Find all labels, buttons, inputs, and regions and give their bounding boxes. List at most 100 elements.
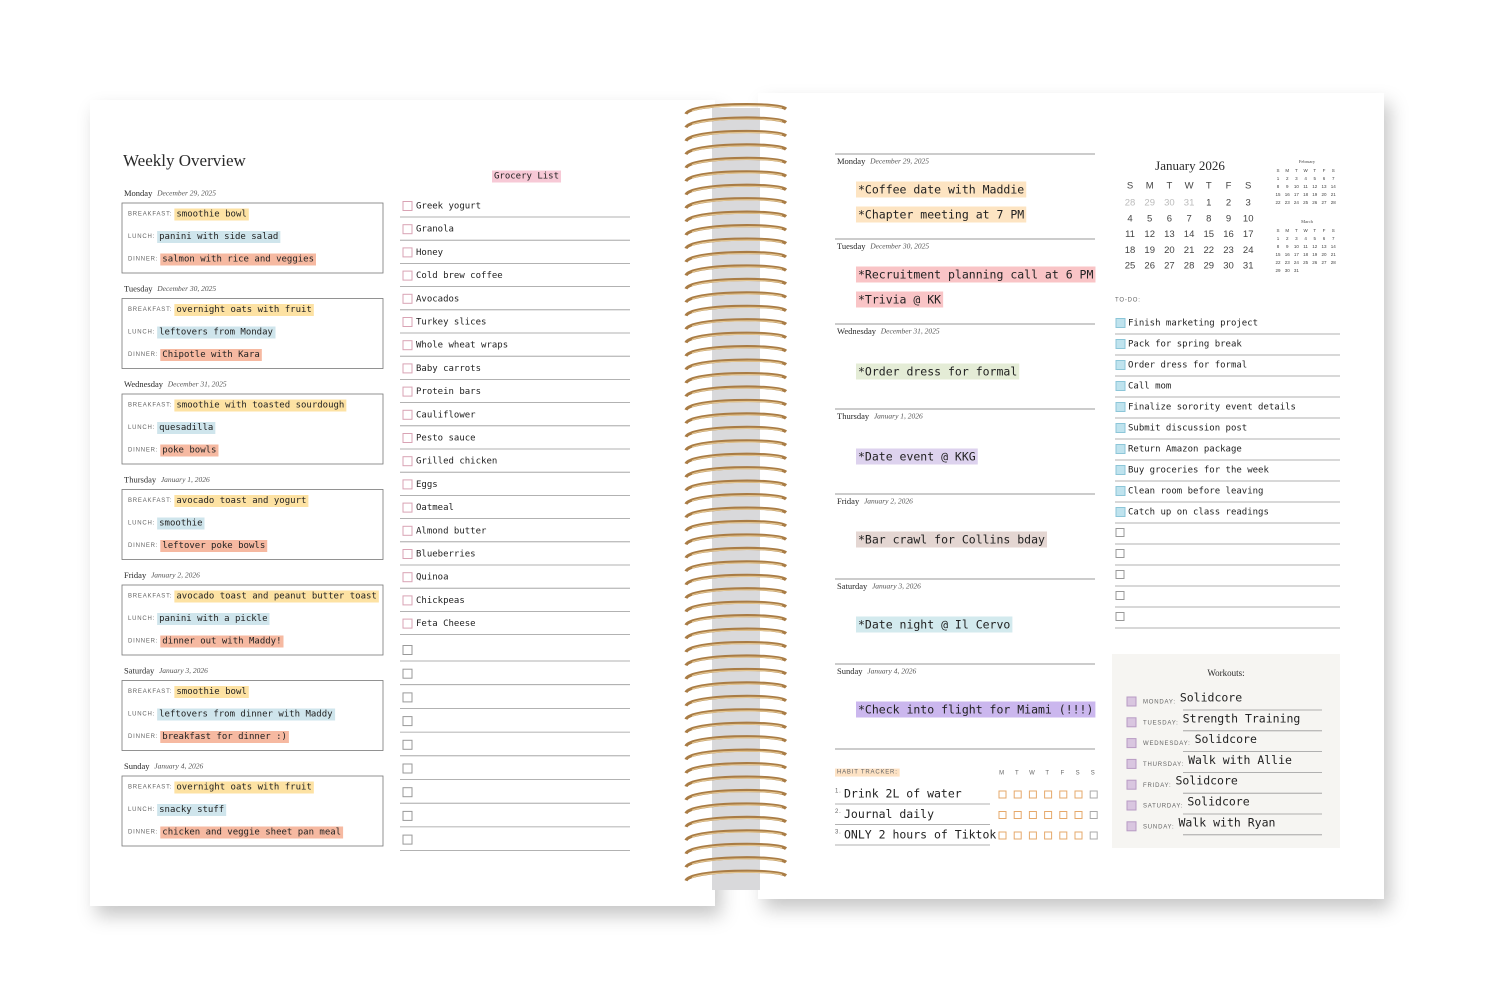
- meal-text-group: panini with side salad: [157, 231, 281, 243]
- grocery-item: Feta Cheese: [416, 619, 476, 629]
- meal-text: leftovers from dinner with Maddy: [159, 710, 333, 720]
- checkbox: [402, 502, 413, 513]
- grocery-item: Eggs: [416, 480, 438, 490]
- meal-text: quesadilla: [159, 423, 213, 433]
- meal-text: salmon with rice and veggies: [162, 255, 314, 265]
- mini-day: 22: [1275, 260, 1281, 265]
- mini-day: 5: [1314, 176, 1317, 181]
- day-name: Saturday: [124, 665, 155, 675]
- habit-title: HABIT TRACKER:: [837, 770, 898, 776]
- workout-day: SUNDAY:: [1143, 824, 1175, 830]
- day-date: January 4, 2026: [154, 762, 203, 771]
- event-text-group: *Bar crawl for Collins bday: [856, 531, 1048, 548]
- highlight: [160, 731, 289, 743]
- coil-shine: [691, 266, 783, 273]
- calendar-day: 26: [1144, 261, 1155, 272]
- meal-text: snacky stuff: [159, 805, 224, 815]
- checkbox-filled: [1126, 821, 1137, 832]
- mini-day: 1: [1277, 236, 1280, 241]
- habit-weekday: M: [999, 771, 1005, 777]
- checkbox: [402, 270, 413, 281]
- mini-day: 12: [1312, 184, 1318, 189]
- meal-text-group: dinner out with Maddy!: [160, 635, 284, 648]
- grocery-item: Pesto sauce: [416, 434, 476, 444]
- checkbox: [1013, 811, 1022, 819]
- meal-label: BREAKFAST:: [128, 212, 172, 218]
- mini-day: 27: [1321, 260, 1327, 265]
- habit-number: 1.: [835, 789, 842, 795]
- day-date: January 4, 2026: [867, 667, 916, 676]
- mini-day: 17: [1294, 192, 1300, 197]
- coil-shine: [691, 535, 783, 542]
- mini-weekday: W: [1303, 168, 1308, 173]
- day-box: [121, 489, 384, 560]
- checkbox: [1059, 811, 1068, 819]
- meal-text-group: smoothie bowl: [174, 208, 249, 221]
- checkbox: [402, 247, 413, 258]
- coil-shine: [691, 481, 783, 489]
- mini-weekday: F: [1323, 168, 1326, 173]
- coil-shine: [691, 737, 783, 744]
- meal-text-group: avocado toast and yogurt: [174, 495, 309, 507]
- mini-day: 24: [1294, 200, 1300, 205]
- coil-shine: [691, 320, 783, 327]
- checkbox-filled: [1115, 402, 1126, 412]
- workout-text: Walk with Allie: [1188, 753, 1292, 767]
- highlight: [160, 444, 219, 457]
- checkbox-filled: [1126, 779, 1137, 790]
- coil-shine: [691, 427, 783, 435]
- day-name: Wednesday: [837, 326, 877, 336]
- calendar-day: 11: [1125, 229, 1135, 240]
- meal-text: avocado toast and peanut butter toast: [176, 592, 376, 602]
- meal-label: DINNER:: [128, 543, 158, 549]
- mini-weekday: S: [1276, 228, 1279, 233]
- event-text-group: *Date event @ KKG: [856, 448, 978, 465]
- highlight: [160, 826, 344, 839]
- coil-shine: [691, 495, 783, 502]
- meal-label: LUNCH:: [128, 712, 155, 718]
- workout-day: SATURDAY:: [1143, 804, 1183, 810]
- event-text-group: *Order dress for formal: [856, 363, 1020, 380]
- workouts-title: Workouts:: [1207, 668, 1244, 678]
- grocery-item: Turkey slices: [416, 318, 486, 328]
- mini-day: 11: [1303, 244, 1308, 249]
- meal-text: panini with side salad: [159, 232, 278, 242]
- highlight: [157, 231, 281, 243]
- meal-text-group: leftovers from dinner with Maddy: [157, 708, 336, 721]
- calendar-weekday: M: [1146, 181, 1154, 192]
- mini-weekday: S: [1276, 168, 1279, 173]
- checkbox: [402, 549, 413, 559]
- mini-calendar-title: February: [1299, 159, 1316, 164]
- workout-day: WEDNESDAY:: [1143, 741, 1191, 747]
- calendar-day: 8: [1206, 213, 1211, 224]
- mini-day: 14: [1331, 184, 1337, 189]
- checkbox-filled: [1126, 738, 1137, 749]
- calendar-day: 22: [1204, 245, 1215, 256]
- coil-shine: [691, 105, 783, 112]
- checkbox: [402, 716, 413, 727]
- day-name: Monday: [124, 188, 153, 198]
- habit-weekday: S: [1091, 771, 1096, 777]
- meal-text: smoothie: [159, 519, 202, 529]
- calendar-day: 30: [1164, 198, 1175, 209]
- meal-label: BREAKFAST:: [128, 307, 172, 313]
- meal-text: leftovers from Monday: [159, 328, 273, 338]
- workout-text: Solidcore: [1195, 732, 1257, 746]
- coil-shine: [691, 306, 783, 314]
- calendar-day: 19: [1144, 245, 1155, 256]
- mini-day: 23: [1285, 260, 1291, 265]
- coil-shine: [691, 683, 783, 690]
- mini-day: 13: [1321, 244, 1327, 249]
- grocery-item: Honey: [416, 248, 444, 258]
- coil-shine: [691, 777, 783, 785]
- checkbox: [402, 645, 413, 655]
- meal-label: LUNCH:: [128, 807, 155, 813]
- workout-text: Walk with Ryan: [1179, 815, 1276, 829]
- mini-day: 27: [1321, 200, 1327, 205]
- mini-day: 5: [1314, 236, 1317, 241]
- workout-day: FRIDAY:: [1143, 783, 1172, 789]
- coil-shine: [691, 548, 783, 556]
- highlight: [856, 616, 1013, 633]
- highlight: [856, 363, 1020, 380]
- grocery-title: Grocery List: [494, 172, 559, 182]
